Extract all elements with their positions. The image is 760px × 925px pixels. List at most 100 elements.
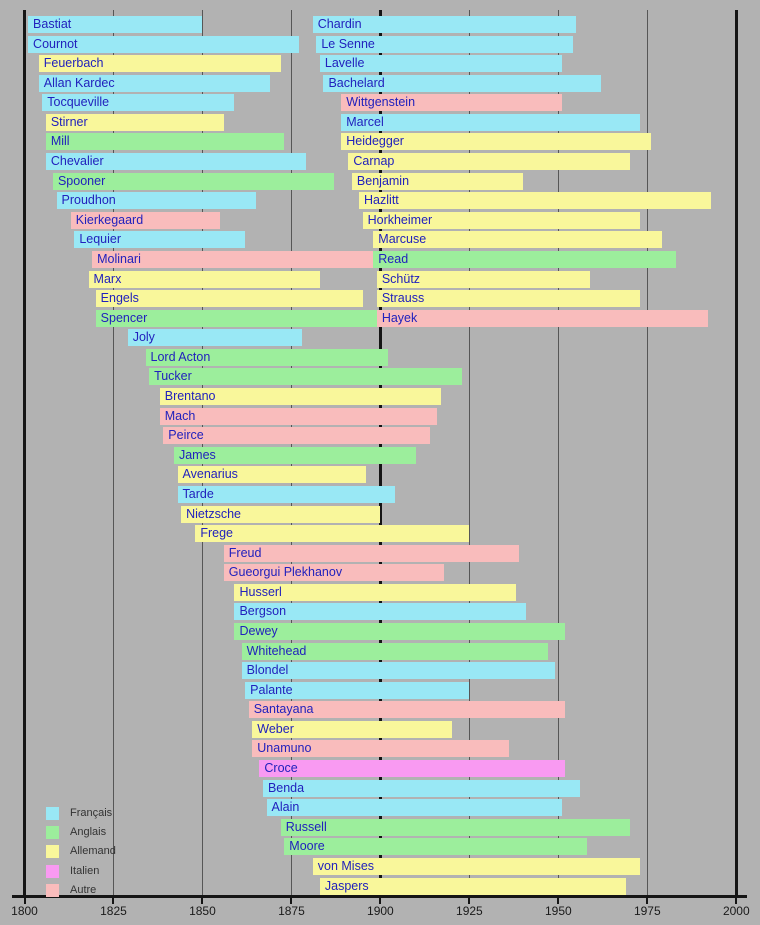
person-label: Benjamin [356, 173, 410, 188]
timeline-bar-stirner: Stirner [45, 113, 224, 131]
axis-tick-label-1825: 1825 [100, 904, 127, 918]
axis-tick-label-1850: 1850 [189, 904, 216, 918]
person-label: von Mises [317, 858, 375, 873]
timeline-bar-santayana: Santayana [248, 701, 566, 719]
person-label: Cournot [33, 36, 78, 51]
person-label: Bastiat [33, 17, 72, 31]
timeline-bar-marcuse: Marcuse [373, 231, 662, 249]
axis-tick-1800 [23, 898, 26, 904]
person-label: Feuerbach [43, 56, 104, 71]
person-label: Hayek [381, 310, 418, 325]
axis-tick-1950 [557, 898, 560, 904]
timeline-bar-wittgenstein: Wittgenstein [341, 94, 562, 112]
person-label: Whitehead [246, 643, 307, 658]
gridline-1950 [557, 10, 559, 895]
timeline-bar-nietzsche: Nietzsche [181, 505, 381, 523]
timeline-bar-tucker: Tucker [149, 368, 463, 386]
timeline-bar-molinari: Molinari [92, 250, 424, 268]
timeline-bar-tocqueville: Tocqueville [42, 94, 235, 112]
person-label: Lavelle [324, 56, 365, 71]
axis-tick-1925 [468, 898, 471, 904]
timeline-bar-mach: Mach [159, 407, 438, 425]
timeline-bar-mill: Mill [45, 133, 285, 151]
timeline-bar-tarde: Tarde [177, 485, 395, 503]
timeline-bar-blondel: Blondel [241, 662, 555, 680]
person-label: Tarde [182, 486, 214, 501]
person-label: Mill [50, 134, 70, 149]
person-label: Marcel [346, 114, 384, 129]
person-label: Allan Kardec [43, 75, 115, 90]
person-label: Read [378, 251, 409, 266]
timeline-bar-avenarius: Avenarius [177, 466, 367, 484]
legend-label-autre: Autre [70, 883, 97, 896]
timeline-bar-freud: Freud [223, 544, 520, 562]
person-label: Freud [228, 545, 262, 560]
timeline-bar-heidegger: Heidegger [341, 133, 651, 151]
timeline-bar-lavelle: Lavelle [319, 55, 562, 73]
timeline-bar-lequier: Lequier [74, 231, 246, 249]
timeline-bar-croce: Croce [259, 760, 566, 778]
gridline-1925 [468, 10, 470, 895]
timeline-bar-allan-kardec: Allan Kardec [38, 74, 271, 92]
axis-tick-label-1875: 1875 [278, 904, 305, 918]
axis-tick-1900 [379, 898, 382, 904]
timeline-bar-hazlitt: Hazlitt [359, 192, 712, 210]
timeline-bar-cournot: Cournot [28, 35, 299, 53]
legend-swatch-autre [46, 883, 59, 897]
person-label: Engels [100, 291, 139, 306]
timeline-bar-husserl: Husserl [234, 583, 516, 601]
legend-label-allemand: Allemand [70, 845, 116, 858]
gridline-1975 [646, 10, 648, 895]
timeline-bar-spooner: Spooner [52, 172, 335, 190]
person-label: Gueorgui Plekhanov [228, 565, 343, 580]
axis-tick-1975 [646, 898, 649, 904]
timeline-bar-alain: Alain [266, 799, 562, 817]
timeline-bar-read: Read [373, 250, 676, 268]
person-label: Tocqueville [47, 95, 110, 110]
person-label: Frege [200, 526, 233, 541]
person-label: Marcuse [378, 232, 427, 247]
person-label: Nietzsche [186, 506, 241, 521]
axis-tick-1875 [290, 898, 293, 904]
person-label: Jaspers [324, 878, 369, 893]
person-label: Molinari [97, 251, 141, 266]
legend-label-anglais: Anglais [70, 826, 107, 839]
timeline-bar-palante: Palante [245, 681, 470, 699]
timeline-bar-feuerbach: Feuerbach [38, 55, 281, 73]
timeline-bar-benda: Benda [262, 779, 580, 797]
person-label: Chevalier [50, 154, 104, 169]
person-label: Proudhon [61, 193, 116, 208]
timeline-bar-chardin: Chardin [312, 16, 577, 33]
timeline-bar-horkheimer: Horkheimer [362, 211, 641, 229]
person-label: Schütz [381, 271, 421, 286]
person-label: Lord Acton [150, 349, 211, 364]
timeline-bar-marx: Marx [88, 270, 320, 288]
axis-tick-label-2000: 2000 [722, 904, 750, 918]
person-label: Heidegger [346, 134, 404, 149]
timeline-bar-marcel: Marcel [341, 113, 641, 131]
timeline-bar-gueorgui-plekhanov: Gueorgui Plekhanov [223, 564, 445, 582]
legend-swatch-italien [46, 864, 59, 878]
person-label: Carnap [353, 154, 395, 169]
person-label: Strauss [381, 291, 425, 306]
axis-tick-2000 [735, 898, 738, 904]
major-gridline-1800 [23, 10, 26, 895]
timeline-bar-frege: Frege [195, 525, 470, 543]
axis-tick-1825 [112, 898, 115, 904]
timeline-bar-jaspers: Jaspers [319, 877, 626, 895]
timeline-bar-von-mises: von Mises [312, 857, 641, 875]
person-label: Spencer [100, 310, 148, 325]
timeline-bar-russell: Russell [280, 818, 630, 836]
person-label: Tucker [154, 369, 192, 384]
person-label: Wittgenstein [346, 95, 416, 110]
person-label: Croce [264, 761, 298, 776]
timeline-bar-kierkegaard: Kierkegaard [70, 211, 221, 229]
timeline-bar-bergson: Bergson [234, 603, 527, 621]
axis-tick-label-1900: 1900 [367, 904, 394, 918]
legend-label-italien: Italien [70, 864, 100, 877]
legend-swatch-allemand [46, 845, 59, 859]
person-label: Spooner [57, 173, 106, 188]
timeline-bar-whitehead: Whitehead [241, 642, 548, 660]
gridline-1825 [112, 10, 114, 895]
